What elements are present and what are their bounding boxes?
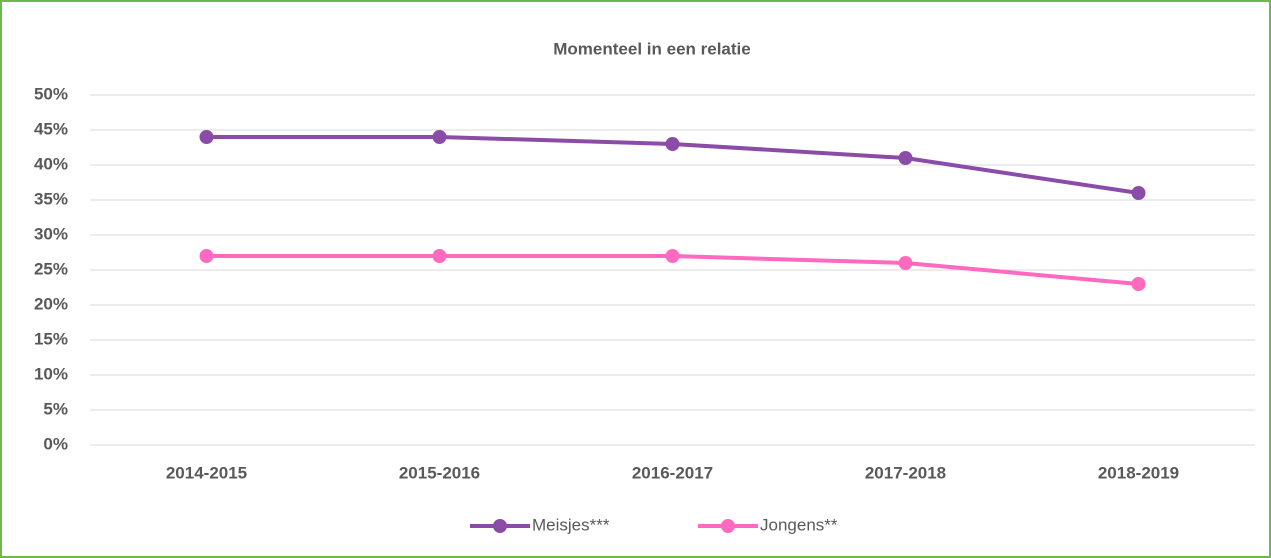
y-tick-label: 30% bbox=[34, 224, 68, 243]
data-point bbox=[665, 137, 680, 151]
y-tick-label: 50% bbox=[34, 84, 68, 103]
data-point bbox=[1131, 277, 1146, 291]
x-tick-label: 2016-2017 bbox=[632, 463, 713, 482]
y-tick-label: 25% bbox=[34, 259, 68, 278]
y-tick-label: 40% bbox=[34, 154, 68, 173]
y-tick-label: 0% bbox=[43, 434, 68, 453]
data-point bbox=[432, 249, 447, 263]
data-point bbox=[199, 249, 214, 263]
data-point bbox=[898, 151, 913, 165]
data-point bbox=[1131, 186, 1146, 200]
x-tick-label: 2018-2019 bbox=[1098, 463, 1179, 482]
chart-title: Momenteel in een relatie bbox=[553, 39, 750, 58]
data-point bbox=[432, 130, 447, 144]
legend-marker bbox=[493, 519, 507, 533]
x-tick-label: 2015-2016 bbox=[399, 463, 480, 482]
data-point bbox=[199, 130, 214, 144]
x-tick-label: 2014-2015 bbox=[166, 463, 247, 482]
data-point bbox=[898, 256, 913, 270]
y-tick-label: 15% bbox=[34, 329, 68, 348]
legend-label: Jongens** bbox=[760, 515, 838, 534]
legend-marker bbox=[721, 519, 735, 533]
y-tick-label: 20% bbox=[34, 294, 68, 313]
y-tick-label: 45% bbox=[34, 119, 68, 138]
y-tick-label: 35% bbox=[34, 189, 68, 208]
y-tick-label: 5% bbox=[43, 399, 68, 418]
data-point bbox=[665, 249, 680, 263]
y-tick-label: 10% bbox=[34, 364, 68, 383]
legend-label: Meisjes*** bbox=[532, 515, 610, 534]
x-tick-label: 2017-2018 bbox=[865, 463, 946, 482]
